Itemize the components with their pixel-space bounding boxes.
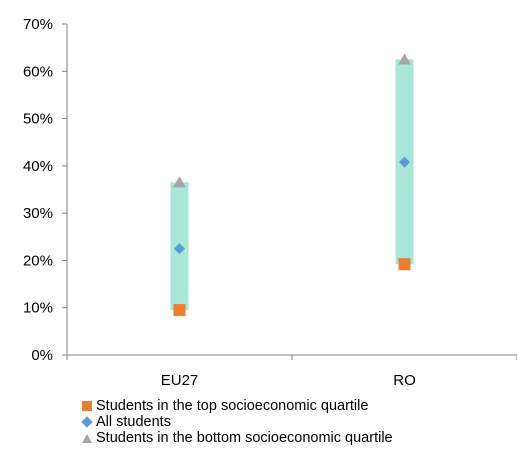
legend-item-bottom-quartile: Students in the bottom socioeconomic qua… — [82, 430, 512, 446]
y-tick-label: 30% — [23, 205, 53, 222]
y-tick-label: 50% — [23, 111, 53, 128]
y-axis: 0% 10% 20% 30% 40% 50% 60% 70% — [23, 16, 68, 364]
y-tick-label: 60% — [23, 63, 53, 80]
top-quartile-point — [173, 304, 186, 317]
square-marker-icon — [82, 401, 92, 411]
y-tick-label: 40% — [23, 158, 53, 175]
x-tick-label: EU27 — [161, 372, 199, 389]
y-tick-label: 70% — [23, 16, 53, 33]
all-students-point — [399, 156, 410, 168]
legend-label: Students in the bottom socioeconomic qua… — [96, 430, 393, 446]
legend: Students in the top socioeconomic quarti… — [81, 398, 512, 446]
x-axis: EU27 RO — [66, 354, 517, 389]
legend-label: All students — [96, 414, 171, 430]
legend-item-all-students: All students — [81, 414, 512, 430]
y-tick-label: 10% — [23, 300, 53, 317]
y-tick-label: 20% — [23, 252, 53, 269]
legend-label: Students in the top socioeconomic quarti… — [96, 398, 369, 414]
x-tick-label: RO — [393, 372, 416, 389]
series-markers — [173, 53, 411, 317]
top-quartile-point — [398, 258, 411, 271]
diamond-marker-icon — [81, 416, 93, 428]
bottom-quartile-point — [173, 176, 186, 188]
legend-item-top-quartile: Students in the top socioeconomic quarti… — [82, 398, 512, 414]
y-tick-label: 0% — [31, 347, 53, 364]
range-bars — [170, 59, 414, 311]
all-students-point — [174, 243, 185, 255]
triangle-marker-icon — [82, 433, 92, 443]
bottom-quartile-point — [398, 53, 411, 65]
